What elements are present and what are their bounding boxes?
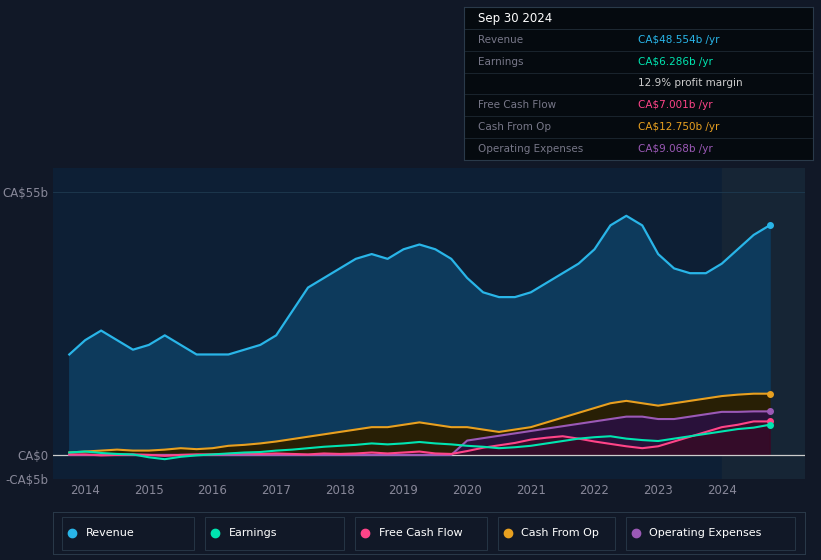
Bar	[626, 516, 795, 550]
Text: Operating Expenses: Operating Expenses	[478, 144, 583, 154]
Text: CA$9.068b /yr: CA$9.068b /yr	[639, 144, 713, 154]
Bar	[62, 516, 194, 550]
Text: CA$7.001b /yr: CA$7.001b /yr	[639, 100, 713, 110]
Text: Cash From Op: Cash From Op	[478, 122, 551, 132]
Text: CA$6.286b /yr: CA$6.286b /yr	[639, 57, 713, 67]
Text: Cash From Op: Cash From Op	[521, 529, 599, 538]
Bar	[498, 516, 615, 550]
Bar	[355, 516, 487, 550]
Bar	[205, 516, 344, 550]
Text: Earnings: Earnings	[478, 57, 523, 67]
Text: Sep 30 2024: Sep 30 2024	[478, 12, 552, 25]
Text: CA$12.750b /yr: CA$12.750b /yr	[639, 122, 720, 132]
Bar	[722, 168, 805, 479]
Text: Revenue: Revenue	[478, 35, 523, 45]
Text: Earnings: Earnings	[228, 529, 277, 538]
Text: CA$48.554b /yr: CA$48.554b /yr	[639, 35, 720, 45]
Text: Free Cash Flow: Free Cash Flow	[378, 529, 462, 538]
Text: 12.9% profit margin: 12.9% profit margin	[639, 78, 743, 88]
Text: Free Cash Flow: Free Cash Flow	[478, 100, 556, 110]
Text: Revenue: Revenue	[85, 529, 135, 538]
Text: Operating Expenses: Operating Expenses	[649, 529, 761, 538]
